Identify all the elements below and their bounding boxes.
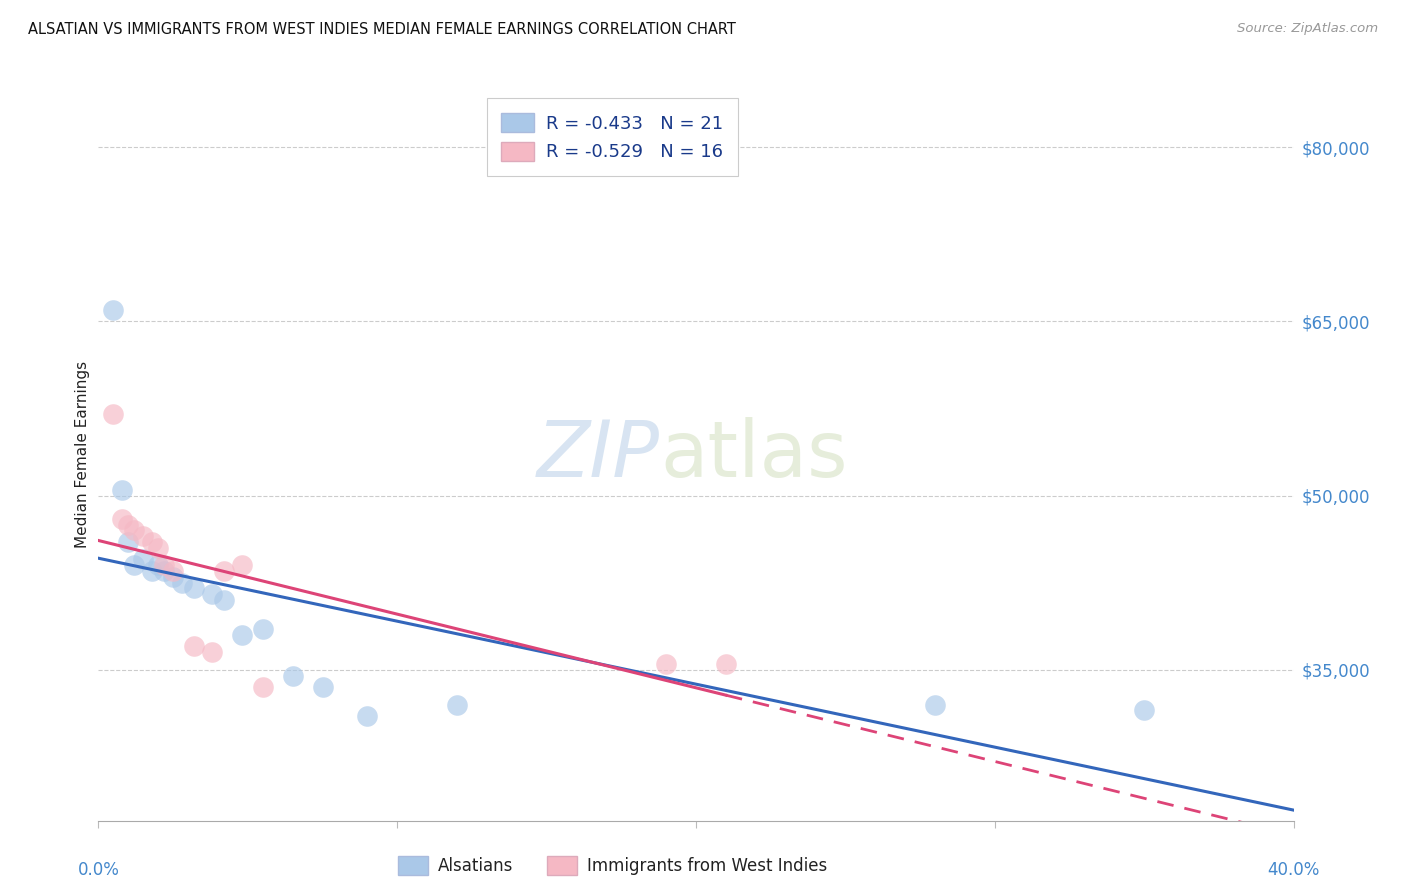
Text: ZIP: ZIP [537,417,661,493]
Point [655,657,678,671]
Point [141,535,163,549]
Point [111,483,134,497]
Text: 0.0%: 0.0% [77,861,120,879]
Point [162,570,184,584]
Text: ALSATIAN VS IMMIGRANTS FROM WEST INDIES MEDIAN FEMALE EARNINGS CORRELATION CHART: ALSATIAN VS IMMIGRANTS FROM WEST INDIES … [28,22,735,37]
Point [148,541,170,555]
Point [212,593,235,607]
Text: atlas: atlas [661,417,848,493]
Point [103,407,125,421]
Point [231,628,253,642]
Point [212,564,235,578]
Point [117,517,139,532]
Point [172,575,194,590]
Point [111,512,134,526]
Point [124,558,146,573]
Y-axis label: Median Female Earnings: Median Female Earnings [75,361,90,549]
Point [141,564,163,578]
Point [183,582,205,596]
Point [446,698,468,712]
Point [1133,703,1156,717]
Point [252,622,274,636]
Point [103,302,125,317]
Point [924,698,946,712]
Point [117,535,139,549]
Point [132,552,155,566]
Point [281,668,304,682]
Point [201,645,224,659]
Point [356,709,378,723]
Point [714,657,737,671]
Point [231,558,253,573]
Legend: Alsatians, Immigrants from West Indies: Alsatians, Immigrants from West Indies [391,850,834,882]
Point [252,680,274,694]
Point [183,640,205,654]
Point [132,529,155,543]
Point [162,564,184,578]
Point [124,524,146,538]
Point [153,558,176,573]
Point [148,558,170,573]
Text: Source: ZipAtlas.com: Source: ZipAtlas.com [1237,22,1378,36]
Point [153,564,176,578]
Point [201,587,224,601]
Point [311,680,333,694]
Text: 40.0%: 40.0% [1267,861,1320,879]
